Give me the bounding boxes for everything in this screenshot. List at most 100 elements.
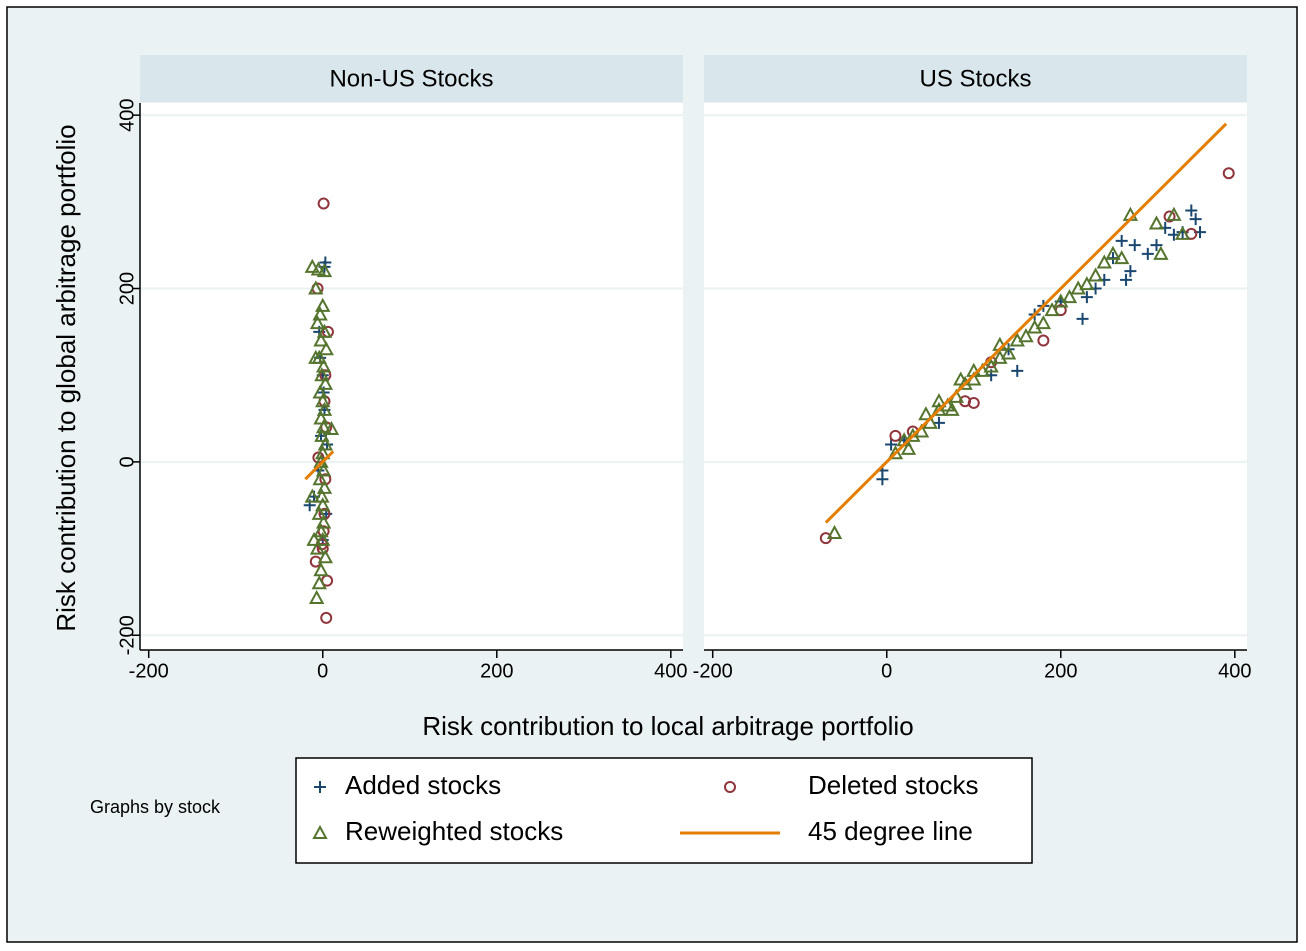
x-tick-label: 200 xyxy=(1044,660,1077,682)
marker-plus xyxy=(1080,291,1093,304)
marker-triangle xyxy=(316,263,333,278)
marker-plus xyxy=(314,781,326,793)
y-tick-label: 200 xyxy=(116,272,138,305)
marker-triangle xyxy=(315,297,331,312)
marker-triangle xyxy=(314,427,330,442)
marker-triangle xyxy=(887,445,904,460)
marker-plus xyxy=(1011,364,1024,377)
marker-circle xyxy=(317,197,330,210)
marker-triangle xyxy=(826,524,843,539)
marker-triangle xyxy=(311,505,327,520)
line-45 xyxy=(304,450,335,481)
marker-triangle xyxy=(983,358,999,373)
legend-box xyxy=(295,757,1033,864)
y-tick-label: 0 xyxy=(116,456,138,467)
marker-triangle xyxy=(1166,206,1182,221)
legend-label: Added stocks xyxy=(345,770,501,800)
marker-triangle xyxy=(312,306,328,321)
marker-triangle xyxy=(1174,225,1191,240)
panel-strip xyxy=(140,55,683,102)
marker-triangle xyxy=(315,531,331,546)
note: Graphs by stock xyxy=(90,797,221,817)
marker-circle xyxy=(1163,210,1176,223)
marker-triangle xyxy=(309,540,326,555)
marker-circle xyxy=(967,396,980,409)
marker-triangle xyxy=(313,410,329,425)
marker-triangle xyxy=(1018,328,1034,343)
marker-triangle xyxy=(316,401,333,416)
marker-triangle xyxy=(315,514,332,529)
x-tick-label: -200 xyxy=(693,660,733,682)
marker-circle xyxy=(889,429,902,442)
marker-triangle xyxy=(1044,302,1060,317)
marker-triangle xyxy=(1105,245,1121,260)
marker-triangle xyxy=(317,375,334,390)
marker-triangle xyxy=(953,371,969,386)
marker-plus xyxy=(1128,239,1141,252)
marker-triangle xyxy=(311,575,327,590)
marker-triangle xyxy=(944,401,960,416)
marker-triangle xyxy=(306,531,322,546)
marker-triangle xyxy=(312,384,328,399)
marker-triangle xyxy=(1035,315,1052,330)
marker-triangle xyxy=(1087,267,1104,282)
marker-plus xyxy=(1150,239,1163,252)
marker-circle xyxy=(724,781,736,793)
x-axis-label: Risk contribution to local arbitrage por… xyxy=(422,711,913,741)
marker-triangle xyxy=(308,280,324,295)
marker-triangle xyxy=(312,471,328,486)
marker-circle xyxy=(320,611,333,624)
marker-circle xyxy=(1222,167,1235,180)
legend-label: Reweighted stocks xyxy=(345,816,563,846)
marker-triangle xyxy=(304,488,320,503)
x-tick-label: 0 xyxy=(317,660,328,682)
marker-triangle xyxy=(317,436,334,451)
marker-triangle xyxy=(1114,250,1130,265)
plot-area xyxy=(140,103,683,650)
marker-triangle xyxy=(900,440,917,455)
marker-triangle xyxy=(1079,276,1095,291)
marker-triangle xyxy=(304,258,320,273)
marker-triangle xyxy=(918,406,934,421)
legend-label: 45 degree line xyxy=(808,816,973,846)
marker-triangle xyxy=(309,315,326,330)
marker-plus xyxy=(1076,312,1089,325)
marker-triangle xyxy=(308,589,325,604)
marker-plus xyxy=(1115,234,1128,247)
marker-triangle xyxy=(313,332,329,347)
marker-triangle xyxy=(1000,345,1017,360)
line-45 xyxy=(824,122,1228,524)
marker-plus xyxy=(1141,247,1154,260)
marker-triangle xyxy=(316,323,333,338)
marker-plus xyxy=(1124,265,1137,278)
marker-triangle xyxy=(315,497,331,512)
panel-strip xyxy=(704,55,1247,102)
marker-plus xyxy=(1189,213,1202,226)
marker-triangle xyxy=(315,462,332,477)
marker-triangle xyxy=(318,341,334,356)
marker-triangle xyxy=(314,367,330,382)
marker-triangle xyxy=(1148,215,1165,230)
legend-label: Deleted stocks xyxy=(808,770,979,800)
x-tick-label: 200 xyxy=(480,660,513,682)
y-tick-label: 400 xyxy=(116,98,138,131)
x-tick-label: -200 xyxy=(129,660,169,682)
marker-triangle xyxy=(1153,245,1169,260)
marker-triangle xyxy=(317,549,334,564)
marker-plus xyxy=(1120,273,1133,286)
y-tick-label: -200 xyxy=(116,615,138,655)
y-axis-label: Risk contribution to global arbitrage po… xyxy=(51,124,81,631)
marker-triangle xyxy=(1096,254,1112,269)
marker-triangle xyxy=(1061,289,1078,304)
x-tick-label: 400 xyxy=(654,660,687,682)
marker-plus xyxy=(932,416,945,429)
panel-title: Non-US Stocks xyxy=(329,65,493,92)
panel-title: US Stocks xyxy=(919,65,1031,92)
marker-circle xyxy=(1037,334,1050,347)
marker-triangle xyxy=(313,562,329,577)
marker-triangle xyxy=(312,824,328,839)
marker-triangle xyxy=(308,349,324,364)
marker-plus xyxy=(885,438,898,451)
marker-plus xyxy=(1185,204,1198,217)
